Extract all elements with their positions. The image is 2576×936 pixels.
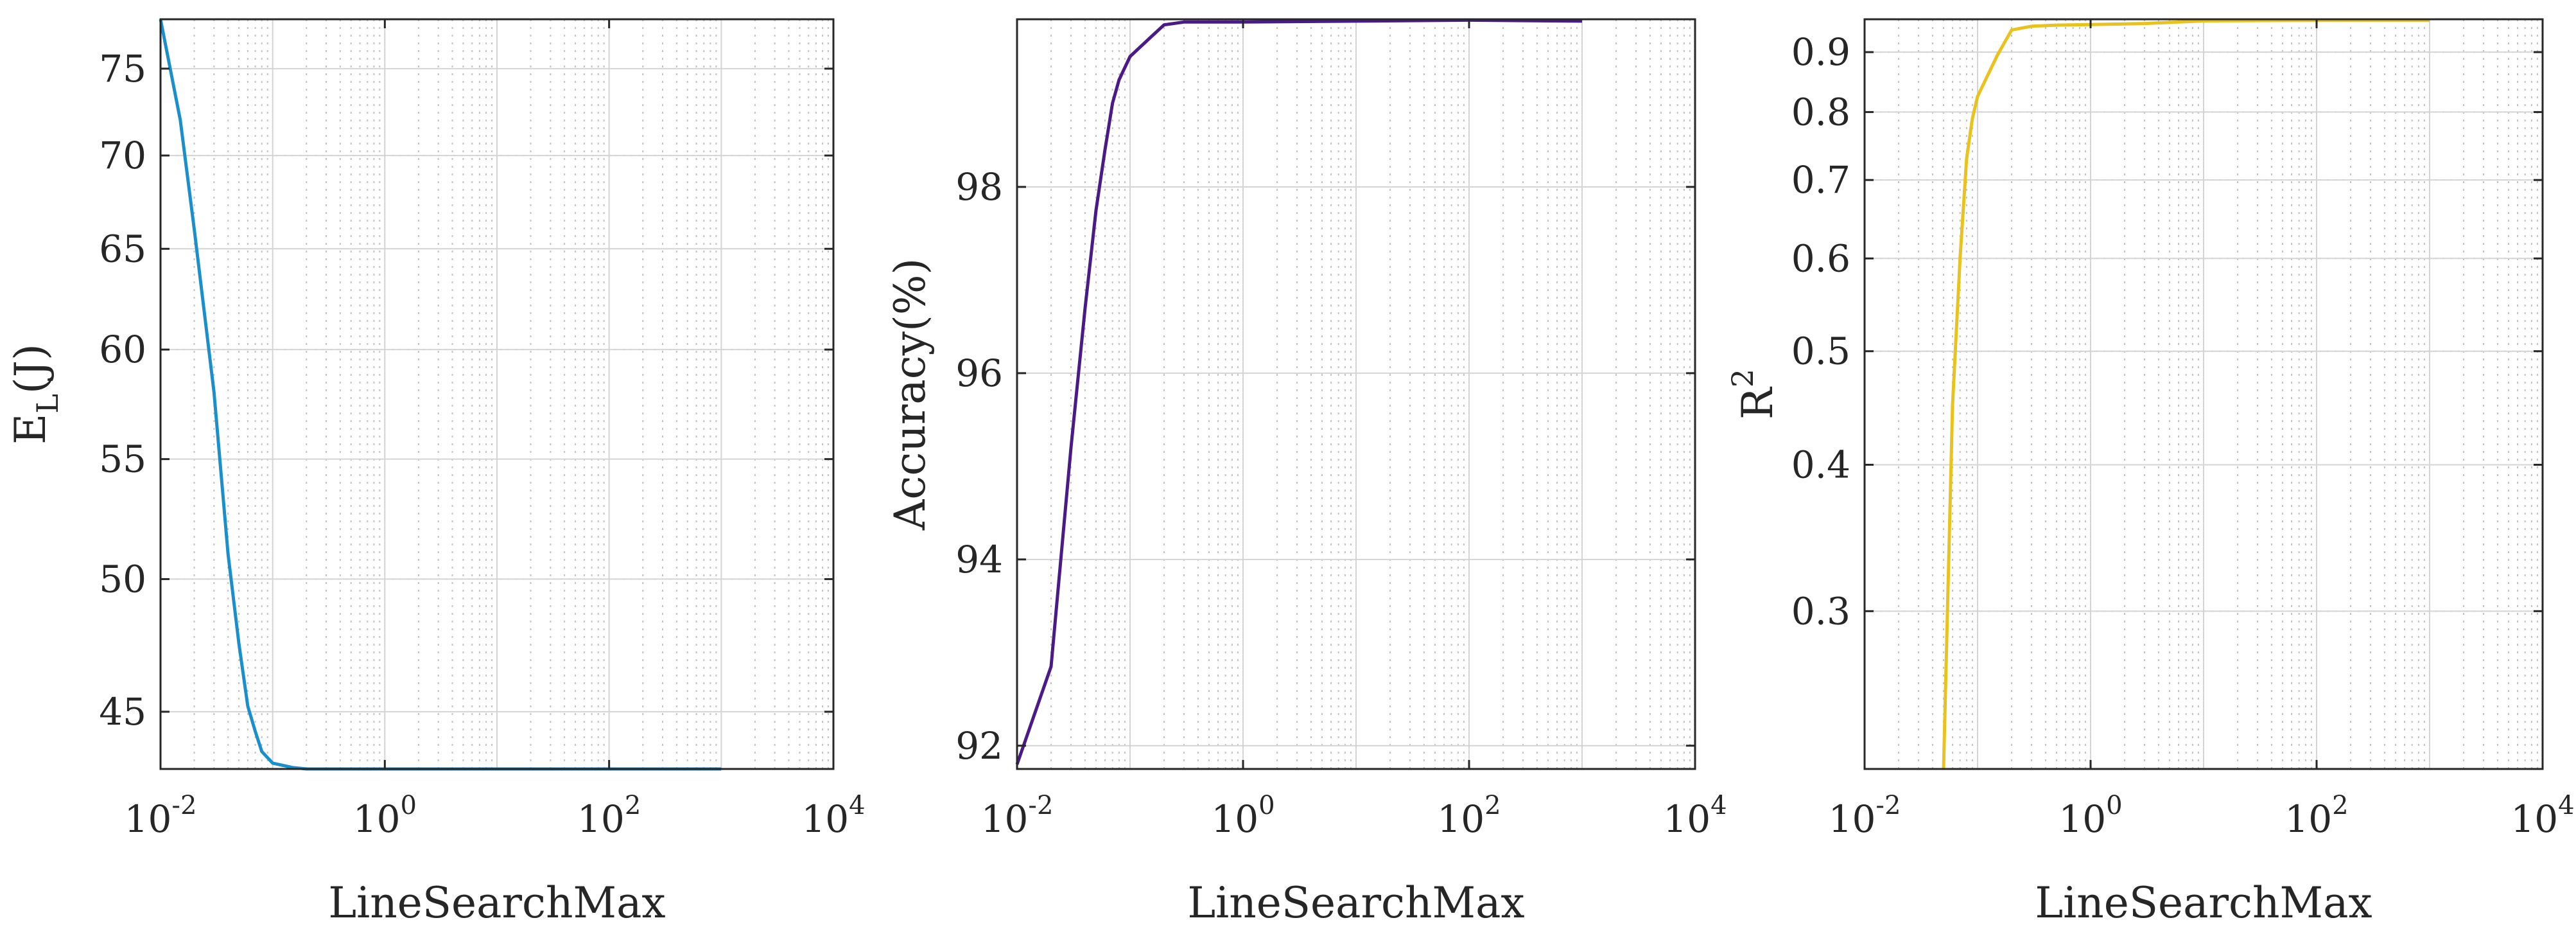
x-tick-label: 10-2 xyxy=(1829,791,1901,841)
y-tick-label: 45 xyxy=(99,690,146,734)
x-tick-exponent: -2 xyxy=(171,791,196,820)
y-axis-label: R2 xyxy=(1725,369,1782,419)
y-tick-label: 94 xyxy=(955,538,1003,581)
y-tick-label: 0.9 xyxy=(1791,30,1850,74)
data-line-r2 xyxy=(1942,19,2430,770)
x-tick-label: 100 xyxy=(1211,791,1275,841)
y-tick-label: 0.5 xyxy=(1791,330,1850,373)
x-tick-label: 104 xyxy=(1663,791,1727,841)
x-tick-base: 10 xyxy=(2284,797,2332,841)
x-tick-label: 104 xyxy=(801,791,865,841)
x-tick-exponent: 4 xyxy=(1710,791,1727,820)
y-tick-label: 92 xyxy=(955,724,1003,768)
y-axis-label-text: Accuracy(%) xyxy=(885,258,935,531)
x-tick-exponent: 2 xyxy=(1484,791,1501,820)
x-tick-label: 100 xyxy=(2058,791,2122,841)
y-tick-label: 75 xyxy=(99,47,146,91)
x-tick-label: 104 xyxy=(2511,791,2574,841)
x-tick-base: 10 xyxy=(1663,797,1710,841)
x-tick-base: 10 xyxy=(1437,797,1484,841)
r-squared-chart-panel: 10-2 100 102 1040.30.40.50.60.70.80.9LineSe… xyxy=(1725,18,2575,928)
y-tick-label: 96 xyxy=(955,351,1003,395)
y-tick-label: 0.6 xyxy=(1791,236,1850,280)
x-tick-exponent: -2 xyxy=(1028,791,1053,820)
x-tick-base: 10 xyxy=(353,797,401,841)
y-tick-label: 70 xyxy=(99,134,146,177)
y-tick-label: 55 xyxy=(99,437,146,481)
y-axis-label: EL(J) xyxy=(6,344,65,445)
x-tick-label: 10-2 xyxy=(981,791,1054,841)
x-tick-exponent: 0 xyxy=(401,791,417,820)
x-tick-label: 102 xyxy=(2284,791,2348,841)
x-tick-base: 10 xyxy=(2511,797,2558,841)
axes-frame xyxy=(1863,18,2544,770)
y-tick-label: 50 xyxy=(99,557,146,601)
x-tick-base: 10 xyxy=(125,797,172,841)
data-line-accuracy xyxy=(1015,18,1583,765)
y-tick-label: 60 xyxy=(99,328,146,371)
y-tick-label: 65 xyxy=(99,227,146,270)
x-tick-exponent: 2 xyxy=(625,791,641,820)
y-tick-label: 0.7 xyxy=(1791,158,1850,202)
y-axis-label-unit: (J) xyxy=(6,344,55,394)
x-tick-base: 10 xyxy=(577,797,625,841)
x-tick-label: 10-2 xyxy=(125,791,197,841)
x-axis-label: LineSearchMax xyxy=(328,878,665,928)
data-line-e-l xyxy=(159,19,722,771)
y-tick-label: 98 xyxy=(955,165,1003,209)
x-tick-base: 10 xyxy=(801,797,849,841)
y-tick-label: 0.4 xyxy=(1791,443,1850,486)
x-tick-base: 10 xyxy=(981,797,1029,841)
y-axis-label-main: R xyxy=(1733,386,1782,419)
x-tick-exponent: 2 xyxy=(2332,791,2348,820)
y-axis-label-main: E xyxy=(6,414,55,445)
accuracy-chart-panel: 10-2 100 102 10492949698LineSearchMaxAccura… xyxy=(885,18,1727,928)
x-tick-exponent: 0 xyxy=(2106,791,2122,820)
x-axis-label: LineSearchMax xyxy=(1187,878,1524,928)
x-tick-exponent: 4 xyxy=(849,791,865,820)
x-tick-base: 10 xyxy=(2058,797,2106,841)
x-tick-exponent: 0 xyxy=(1258,791,1275,820)
y-axis-label-superscript: 2 xyxy=(1725,369,1760,387)
energy-chart-panel: 10-2 100 102 10445505560657075LineSearchMax… xyxy=(6,18,866,928)
x-tick-base: 10 xyxy=(1829,797,1876,841)
x-tick-exponent: -2 xyxy=(1875,791,1901,820)
y-tick-label: 0.8 xyxy=(1791,90,1850,134)
x-axis-label: LineSearchMax xyxy=(2035,878,2372,928)
x-tick-label: 102 xyxy=(577,791,641,841)
x-tick-base: 10 xyxy=(1211,797,1258,841)
x-tick-label: 100 xyxy=(353,791,417,841)
x-tick-exponent: 4 xyxy=(2558,791,2574,820)
axes-frame xyxy=(159,18,835,770)
y-tick-label: 0.3 xyxy=(1791,589,1850,633)
y-axis-label: Accuracy(%) xyxy=(885,258,935,531)
axes-frame xyxy=(1016,18,1696,770)
x-tick-label: 102 xyxy=(1437,791,1501,841)
y-axis-label-subscript: L xyxy=(30,394,65,414)
